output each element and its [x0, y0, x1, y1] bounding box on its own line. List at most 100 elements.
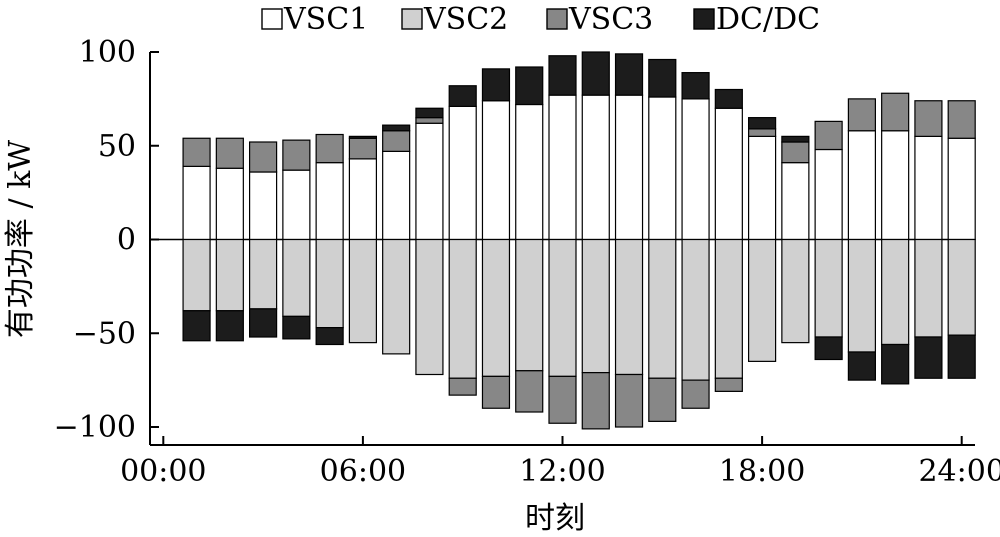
bar-vsc3-23: [914, 100, 943, 137]
bar-dcdc-14: [614, 53, 644, 96]
bar-dcdc-3: [249, 308, 278, 338]
x-tick-label-2: 12:00: [519, 454, 605, 489]
legend-swatch-vsc1: [261, 8, 283, 30]
bar-vsc1-16: [681, 98, 710, 241]
bar-vsc3-12: [548, 375, 577, 424]
bar-vsc1-10: [481, 100, 511, 241]
bar-vsc1-2: [215, 167, 244, 241]
y-tick-label-1: −50: [73, 316, 136, 351]
bar-vsc3-7: [382, 130, 411, 152]
bar-dcdc-2: [215, 310, 244, 342]
bar-vsc2-21: [847, 238, 876, 353]
bar-vsc2-17: [714, 238, 743, 379]
bar-vsc1-5: [315, 162, 344, 241]
bar-vsc2-6: [348, 238, 378, 344]
bar-vsc1-1: [182, 165, 211, 241]
x-tick-label-3: 18:00: [719, 454, 805, 489]
y-tick-label-4: 100: [79, 35, 136, 70]
x-tick-label-4: 24:00: [918, 454, 1000, 489]
bar-vsc2-23: [914, 238, 943, 338]
legend-label-vsc1: VSC1: [283, 2, 368, 37]
bar-vsc1-15: [648, 96, 677, 241]
bar-vsc1-18: [747, 135, 777, 241]
bar-vsc2-15: [648, 238, 677, 379]
bar-vsc1-7: [382, 150, 411, 241]
bar-vsc3-2: [215, 137, 244, 169]
y-tick-label-2: 0: [117, 223, 136, 258]
bar-dcdc-22: [881, 343, 910, 385]
bar-dcdc-18: [747, 117, 777, 130]
x-axis-title: 时刻: [525, 501, 585, 536]
legend-label-vsc3: VSC3: [568, 2, 653, 37]
y-tick-label-3: 50: [98, 129, 136, 164]
legend-swatch-vsc2: [401, 8, 423, 30]
bar-dcdc-19: [781, 135, 810, 143]
bar-vsc3-10: [481, 375, 511, 409]
bar-vsc1-24: [947, 137, 976, 241]
bar-vsc2-8: [415, 238, 444, 376]
bar-vsc3-18: [747, 128, 777, 137]
legend-swatch-dcdc: [693, 8, 715, 30]
bar-vsc3-19: [781, 141, 810, 164]
bar-dcdc-17: [714, 88, 743, 109]
bar-vsc3-15: [648, 377, 677, 422]
bar-vsc2-19: [781, 238, 810, 344]
bar-vsc2-20: [814, 238, 843, 338]
bar-vsc1-20: [814, 148, 843, 241]
bar-vsc3-11: [515, 370, 544, 413]
bar-vsc3-6: [348, 137, 378, 160]
y-tick-label-0: −100: [54, 410, 136, 445]
bar-vsc2-12: [548, 238, 577, 377]
bar-vsc2-1: [182, 238, 211, 312]
bar-vsc3-17: [714, 377, 743, 392]
bar-dcdc-10: [481, 68, 511, 102]
bar-vsc2-11: [515, 238, 544, 372]
bar-vsc1-23: [914, 135, 943, 241]
bar-vsc2-7: [382, 238, 411, 355]
bar-vsc1-19: [781, 162, 810, 241]
bar-vsc2-18: [747, 238, 777, 362]
axes-layer: −100 −50 0 50 100 00:00 06:00 12:00 18:00 24:00: [54, 35, 1000, 489]
bar-vsc3-4: [282, 139, 311, 171]
bar-vsc1-14: [614, 94, 644, 241]
bar-vsc3-16: [681, 379, 710, 409]
bar-vsc1-4: [282, 169, 311, 241]
bar-vsc2-22: [881, 238, 910, 346]
bar-vsc3-14: [614, 373, 644, 428]
bar-dcdc-12: [548, 55, 577, 96]
bar-vsc3-22: [881, 92, 910, 132]
bar-dcdc-9: [448, 85, 477, 107]
bar-vsc1-22: [881, 130, 910, 241]
bar-dcdc-11: [515, 66, 544, 106]
bar-vsc3-9: [448, 377, 477, 396]
bar-vsc3-5: [315, 133, 344, 164]
bar-vsc3-8: [415, 117, 444, 124]
bar-vsc2-16: [681, 238, 710, 381]
bar-dcdc-5: [315, 327, 344, 346]
bar-dcdc-16: [681, 72, 710, 100]
bar-dcdc-15: [648, 58, 677, 98]
bar-vsc1-13: [581, 94, 610, 241]
x-tick-label-0: 00:00: [120, 454, 206, 489]
bar-vsc3-3: [249, 141, 278, 173]
bar-vsc2-9: [448, 238, 477, 379]
legend-swatch-vsc3: [546, 8, 568, 30]
bar-vsc2-2: [215, 238, 244, 312]
bar-dcdc-23: [914, 336, 943, 379]
bar-dcdc-4: [282, 315, 311, 340]
bar-dcdc-1: [182, 310, 211, 342]
bar-vsc1-12: [548, 94, 577, 241]
bar-vsc3-13: [581, 372, 610, 430]
bar-dcdc-20: [814, 336, 843, 361]
bar-vsc1-9: [448, 105, 477, 241]
bar-vsc1-11: [515, 103, 544, 241]
legend-label-dcdc: DC/DC: [716, 2, 820, 37]
bar-vsc2-5: [315, 238, 344, 329]
legend-label-vsc2: VSC2: [423, 2, 508, 37]
bar-dcdc-7: [382, 124, 411, 132]
bar-vsc3-21: [847, 98, 876, 132]
y-axis-title: 有功功率 / kW: [3, 140, 38, 338]
bar-vsc2-4: [282, 238, 311, 317]
bar-vsc3-24: [947, 100, 976, 139]
